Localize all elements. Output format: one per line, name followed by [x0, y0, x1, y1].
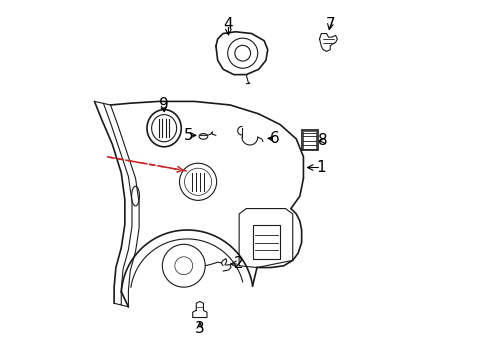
Text: 2: 2: [234, 256, 244, 271]
Text: 9: 9: [159, 98, 169, 112]
Text: 6: 6: [269, 131, 279, 147]
Text: 4: 4: [223, 17, 233, 32]
Text: 1: 1: [316, 160, 325, 175]
Text: 5: 5: [184, 128, 194, 143]
Text: 8: 8: [318, 133, 327, 148]
Bar: [301, 130, 317, 150]
Bar: [302, 131, 316, 149]
Text: 7: 7: [325, 17, 334, 32]
Bar: [253, 225, 280, 258]
Text: 3: 3: [195, 321, 204, 336]
